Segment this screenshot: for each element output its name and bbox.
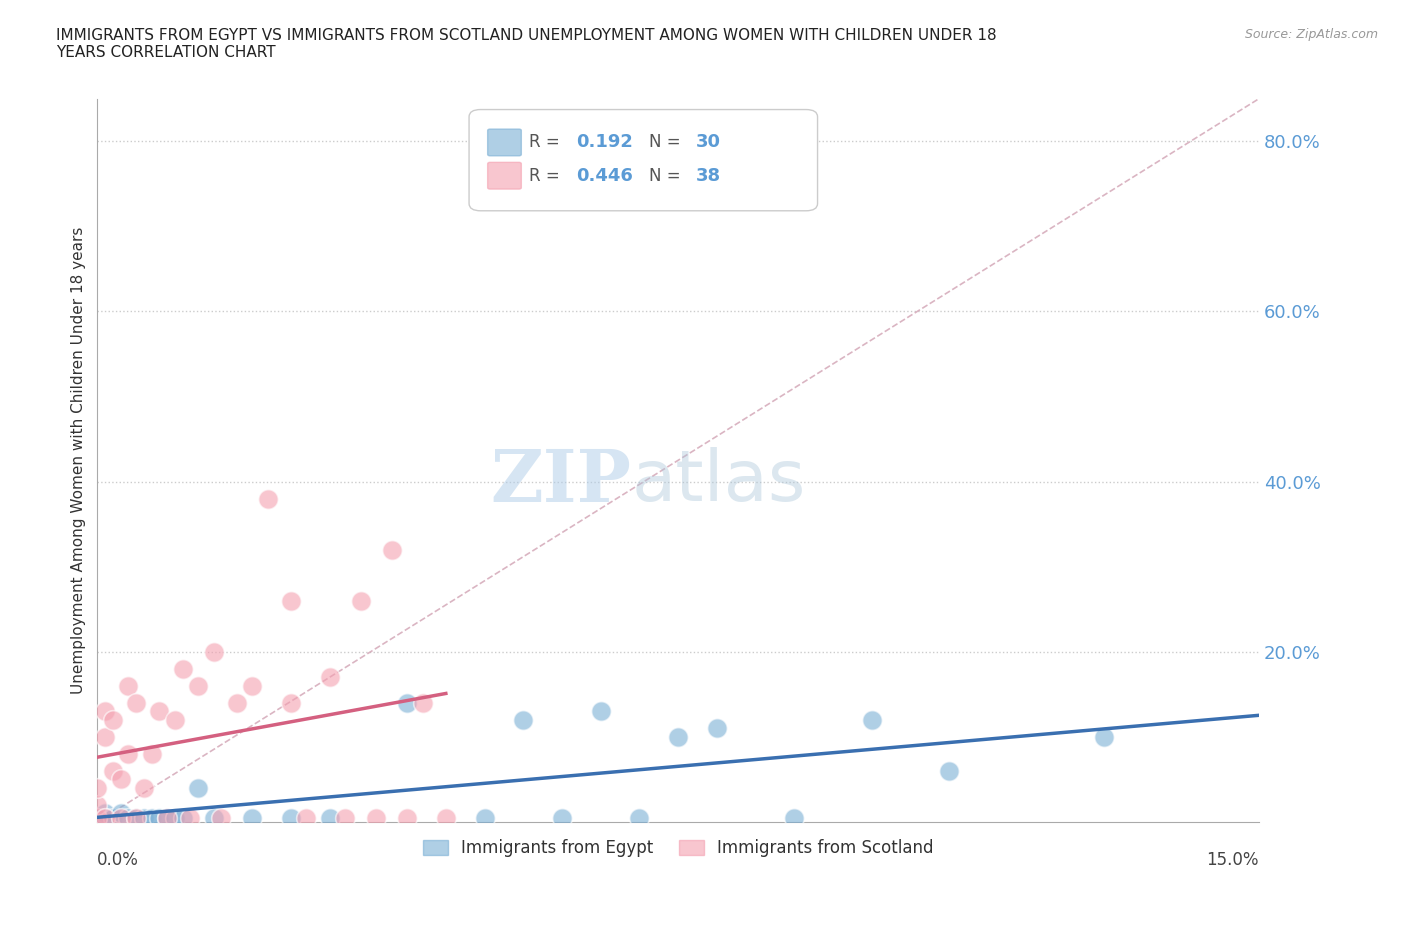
Point [172, 810, 194, 825]
Point [783, 810, 806, 825]
Point [86, 810, 108, 825]
Point [125, 810, 148, 825]
Point [117, 747, 139, 762]
Point [163, 810, 186, 825]
Point [94, 810, 117, 825]
Text: 15.0%: 15.0% [1206, 851, 1258, 869]
Point [551, 810, 574, 825]
Point [101, 810, 124, 825]
Point [1092, 729, 1115, 744]
Text: N =: N = [650, 167, 686, 185]
Point [179, 810, 201, 825]
Point [163, 712, 186, 727]
Text: atlas: atlas [631, 447, 806, 516]
Text: N =: N = [650, 133, 686, 151]
Point [512, 712, 534, 727]
Point [156, 810, 179, 825]
Point [280, 696, 302, 711]
Point [187, 780, 209, 795]
Point [396, 696, 419, 711]
Text: ZIP: ZIP [491, 446, 631, 517]
Text: 0.446: 0.446 [576, 167, 633, 185]
Point [366, 810, 388, 825]
Text: 30: 30 [696, 133, 721, 151]
Point [148, 810, 170, 825]
Point [101, 764, 124, 778]
Point [141, 810, 163, 825]
Point [318, 670, 340, 684]
Point [666, 729, 689, 744]
Point [86, 797, 108, 812]
Point [101, 712, 124, 727]
Point [141, 747, 163, 762]
Text: 0.0%: 0.0% [97, 851, 139, 869]
Point [474, 810, 496, 825]
Point [240, 810, 263, 825]
Point [589, 704, 612, 719]
Point [333, 810, 356, 825]
FancyBboxPatch shape [488, 163, 522, 189]
FancyBboxPatch shape [488, 129, 522, 156]
Point [434, 810, 457, 825]
Point [350, 593, 373, 608]
Point [94, 704, 117, 719]
Text: 0.192: 0.192 [576, 133, 633, 151]
Point [125, 696, 148, 711]
Point [295, 810, 318, 825]
Point [706, 721, 728, 736]
Point [381, 542, 404, 557]
Point [318, 810, 340, 825]
Point [202, 644, 225, 659]
Point [412, 696, 434, 711]
Point [110, 772, 132, 787]
Text: R =: R = [530, 133, 565, 151]
Point [125, 810, 148, 825]
Point [202, 810, 225, 825]
Text: Source: ZipAtlas.com: Source: ZipAtlas.com [1244, 28, 1378, 41]
Point [280, 593, 302, 608]
Point [225, 696, 247, 711]
Point [86, 780, 108, 795]
Point [94, 729, 117, 744]
Point [240, 678, 263, 693]
Point [110, 806, 132, 821]
Point [396, 810, 419, 825]
Point [860, 712, 883, 727]
Point [187, 678, 209, 693]
Text: 38: 38 [696, 167, 721, 185]
Point [148, 704, 170, 719]
Point [86, 810, 108, 825]
Point [117, 810, 139, 825]
Point [628, 810, 651, 825]
Point [938, 764, 960, 778]
Point [117, 678, 139, 693]
Text: R =: R = [530, 167, 565, 185]
Point [209, 810, 232, 825]
Point [156, 810, 179, 825]
Text: IMMIGRANTS FROM EGYPT VS IMMIGRANTS FROM SCOTLAND UNEMPLOYMENT AMONG WOMEN WITH : IMMIGRANTS FROM EGYPT VS IMMIGRANTS FROM… [56, 28, 997, 60]
Legend: Immigrants from Egypt, Immigrants from Scotland: Immigrants from Egypt, Immigrants from S… [416, 832, 941, 864]
Point [110, 810, 132, 825]
FancyBboxPatch shape [470, 110, 817, 211]
Point [132, 810, 155, 825]
Point [280, 810, 302, 825]
Point [256, 491, 278, 506]
Point [132, 780, 155, 795]
Point [94, 810, 117, 825]
Point [94, 806, 117, 821]
Point [172, 661, 194, 676]
Y-axis label: Unemployment Among Women with Children Under 18 years: Unemployment Among Women with Children U… [72, 227, 86, 694]
